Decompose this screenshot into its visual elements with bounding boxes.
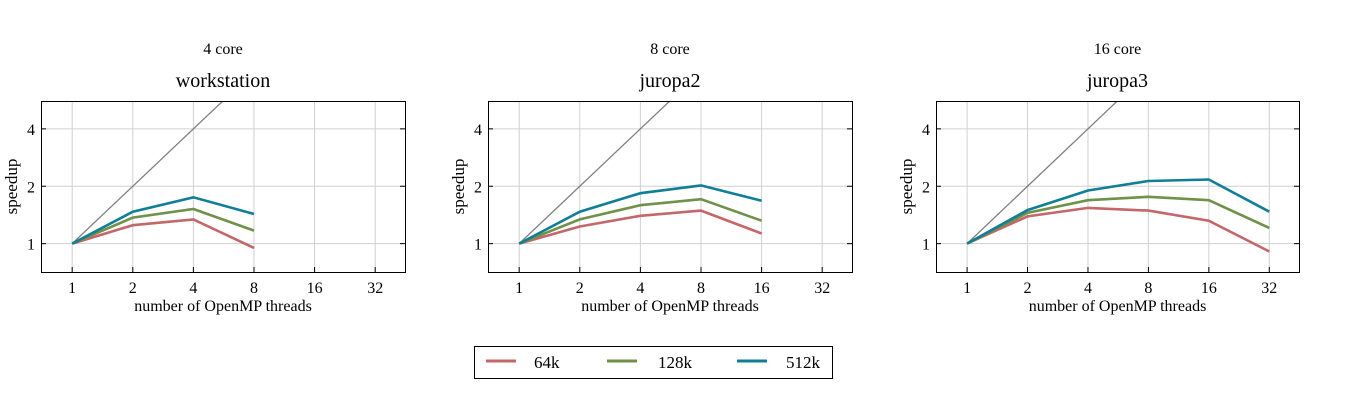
x-tick-label: 4 xyxy=(1084,280,1092,297)
x-tick-label: 1 xyxy=(68,280,76,297)
y-axis-label: speedup xyxy=(449,159,468,215)
x-tick-label: 8 xyxy=(250,280,258,297)
chart-subtitle: 16 core xyxy=(1094,41,1142,58)
y-tick-label: 2 xyxy=(922,179,930,196)
x-axis-label: number of OpenMP threads xyxy=(581,298,759,315)
plot-frame xyxy=(42,102,406,273)
x-tick-label: 4 xyxy=(189,280,197,297)
y-axis-label: speedup xyxy=(2,159,21,215)
x-tick-label: 4 xyxy=(636,280,644,297)
x-tick-label: 32 xyxy=(814,280,830,297)
y-tick-label: 2 xyxy=(27,179,35,196)
x-tick-label: 32 xyxy=(367,280,383,297)
series-line-128k xyxy=(967,197,1269,244)
legend-label-64k: 64k xyxy=(534,353,560,372)
y-tick-label: 4 xyxy=(922,122,930,139)
chart-title: juropa3 xyxy=(1086,70,1148,92)
plot-frame xyxy=(489,102,853,273)
chart-title: juropa2 xyxy=(638,70,700,92)
legend-label-128k: 128k xyxy=(658,353,693,372)
x-tick-label: 2 xyxy=(129,280,137,297)
x-axis-label: number of OpenMP threads xyxy=(1029,298,1207,315)
y-tick-label: 2 xyxy=(474,179,482,196)
y-tick-label: 1 xyxy=(922,237,930,254)
x-tick-label: 2 xyxy=(576,280,584,297)
legend-label-512k: 512k xyxy=(786,353,821,372)
legend: 64k 128k 512k xyxy=(475,347,833,379)
ideal-speedup-line xyxy=(519,71,701,243)
series-line-512k xyxy=(967,180,1269,244)
chart-title: workstation xyxy=(176,70,270,92)
x-tick-label: 8 xyxy=(697,280,705,297)
y-tick-label: 4 xyxy=(474,122,482,139)
x-tick-label: 1 xyxy=(515,280,523,297)
series-line-128k xyxy=(72,209,254,244)
ideal-speedup-line xyxy=(967,71,1148,243)
x-tick-label: 16 xyxy=(1201,280,1217,297)
series-line-64k xyxy=(967,208,1269,252)
y-axis-label: speedup xyxy=(897,159,916,215)
x-tick-label: 16 xyxy=(307,280,323,297)
chart-subtitle: 4 core xyxy=(203,41,243,58)
y-tick-label: 4 xyxy=(27,122,35,139)
y-tick-label: 1 xyxy=(27,237,35,254)
x-tick-label: 1 xyxy=(963,280,971,297)
x-tick-label: 32 xyxy=(1261,280,1277,297)
x-tick-label: 2 xyxy=(1024,280,1032,297)
x-axis-label: number of OpenMP threads xyxy=(134,298,312,315)
x-tick-label: 8 xyxy=(1144,280,1152,297)
x-tick-label: 16 xyxy=(754,280,770,297)
ideal-speedup-line xyxy=(72,71,254,243)
y-tick-label: 1 xyxy=(474,237,482,254)
chart-subtitle: 8 core xyxy=(650,41,690,58)
